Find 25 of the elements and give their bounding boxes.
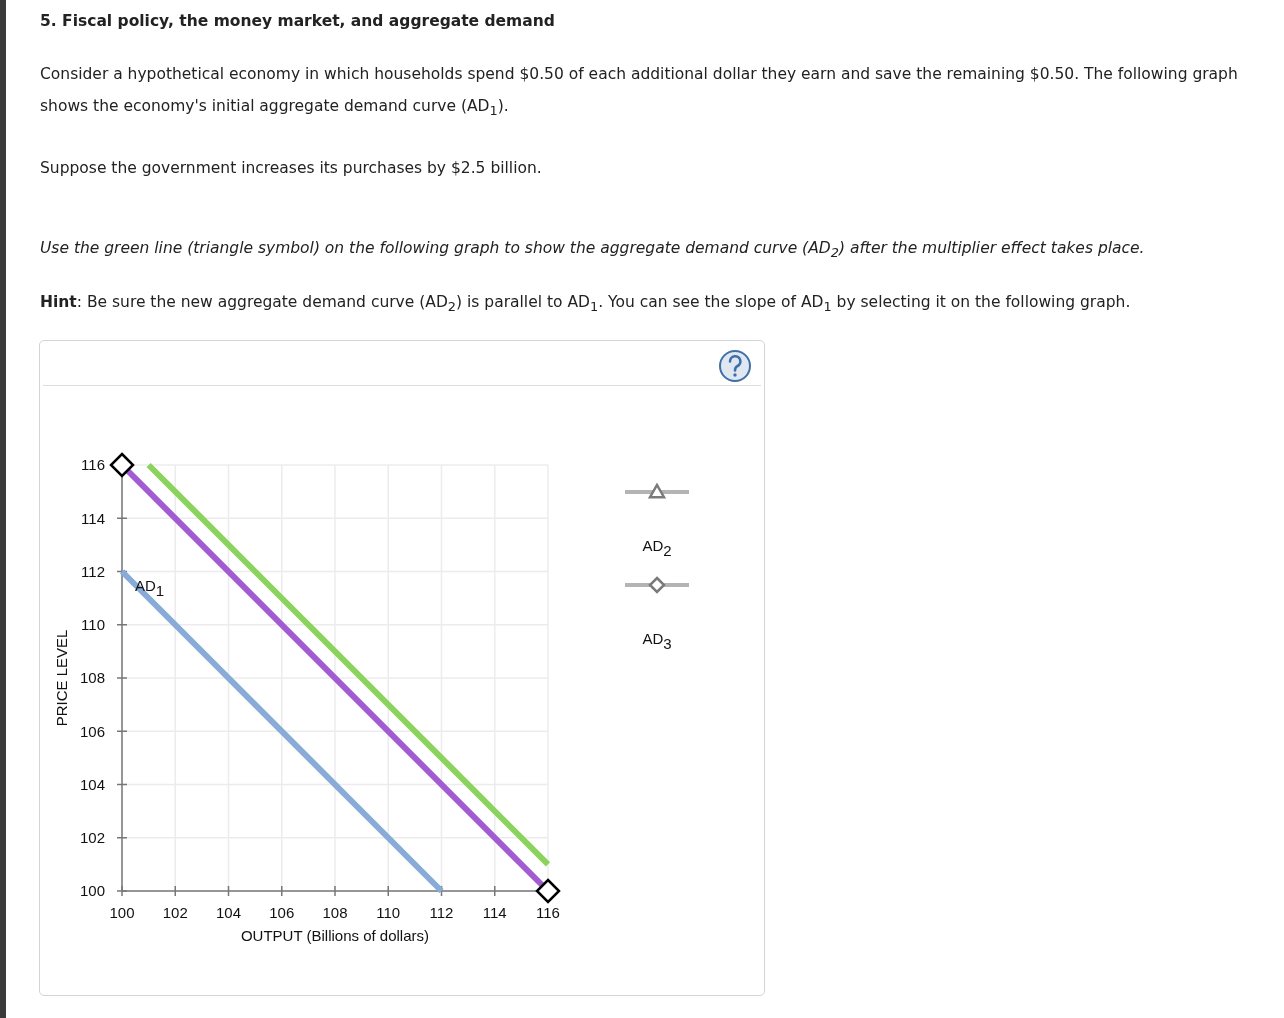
y-tick-label: 100 [79,882,105,900]
x-tick-label: 108 [322,904,348,922]
x-axis-title: OUTPUT (Billions of dollars) [240,927,430,944]
y-tick-label: 108 [79,669,105,687]
y-tick-label: 112 [81,562,105,580]
chart-title: 5. Fiscal policy, the money market, and aggregate demand [40,11,556,32]
y-tick-label: 116 [81,456,105,474]
text: Hint: Be sure the new aggregate demand curve (AD$_{2}$) is parallel to AD$_{1}$. You can see the slope of AD$_{1}$ by selecting it on the following graph. [40,292,1132,317]
x-tick-label: 114 [482,904,507,922]
y-tick-label: 110 [81,616,105,633]
y-tick-label: 104 [79,775,105,793]
text: Suppose the government increases its purchases by $2.5 billion. [40,158,543,179]
x-tick-label: 110 [376,904,401,922]
x-tick-label: 104 [215,904,242,922]
text: Use the green line (triangle symbol) on the following graph to show the aggregate demand curve (AD$_{2}$) after the multiplier effect takes place. [40,238,1146,263]
x-tick-label: 106 [269,904,295,922]
x-tick-label: 102 [162,904,188,922]
text: Consider a hypothetical economy in which households spend $0.50 of each additional dollar they earn and save the remaining $0.50. The following graph shows the economy's initial aggregate demand curve (AD$_{1}$). [40,64,1239,121]
x-tick-label: 112 [429,904,454,922]
y-tick-label: 106 [79,722,105,740]
y-tick-label: 114 [81,509,105,527]
y-tick-label: 102 [79,829,105,846]
x-tick-label: 100 [109,904,135,922]
y-axis-title: PRICE LEVEL [53,629,70,727]
x-tick-label: 116 [536,904,560,922]
